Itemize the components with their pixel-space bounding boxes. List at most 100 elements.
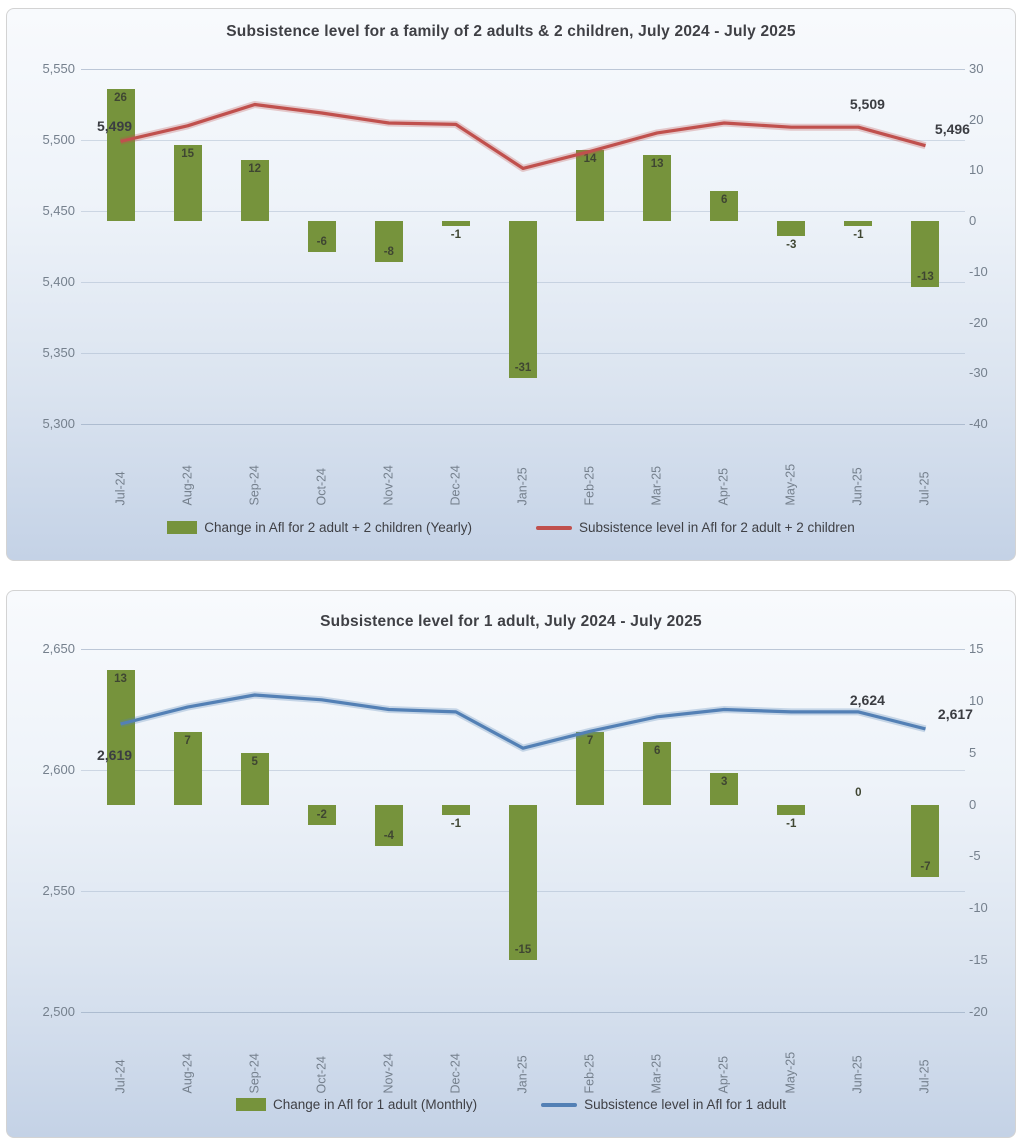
right-axis-tick: -5 <box>969 848 981 864</box>
legend-label: Subsistence level in Afl for 2 adult + 2… <box>579 520 855 535</box>
line-point-label: 2,619 <box>97 747 133 764</box>
bar-value-label: -6 <box>316 235 327 248</box>
bar-Jan-25 <box>509 221 537 379</box>
right-axis-tick: -15 <box>969 952 988 968</box>
bar-Apr-25 <box>710 190 739 222</box>
bar-Jul-25 <box>911 221 940 288</box>
chart-panel-family: Subsistence level for a family of 2 adul… <box>6 8 1016 561</box>
bar-Sep-24 <box>240 752 269 805</box>
x-axis-label: Jan-25 <box>515 467 530 506</box>
right-axis-tick: 10 <box>969 162 984 178</box>
bar-value-label: 6 <box>653 745 661 758</box>
left-axis-tick: 5,350 <box>42 345 75 360</box>
x-axis-label: Jul-24 <box>113 1059 128 1094</box>
bar-value-label: 13 <box>114 672 127 685</box>
legend-label: Change in Afl for 1 adult (Monthly) <box>273 1097 478 1112</box>
bar-value-label: 15 <box>181 148 194 161</box>
right-axis-tick: -40 <box>969 416 988 431</box>
bar-value-label: 0 <box>855 786 862 799</box>
chart-panel-single-adult: Subsistence level for 1 adult, July 2024… <box>6 590 1016 1138</box>
bar-Jul-24 <box>106 669 135 805</box>
bar-Oct-24 <box>307 221 336 252</box>
bar-Jun-25 <box>844 221 873 227</box>
legend-bar-swatch <box>236 1098 266 1111</box>
right-axis-tick: 5 <box>969 744 977 760</box>
x-axis-label: Aug-24 <box>180 465 195 506</box>
bar-Nov-24 <box>374 221 403 262</box>
gridline <box>81 211 965 212</box>
bar-May-25 <box>777 804 806 815</box>
bar-Jul-25 <box>911 804 940 878</box>
bar-value-label: -15 <box>514 944 532 957</box>
bar-Nov-24 <box>374 804 403 847</box>
right-axis-tick: 10 <box>969 692 984 708</box>
gridline <box>81 770 965 771</box>
line-point-label: 2,624 <box>849 691 885 708</box>
x-axis-label: Mar-25 <box>649 1053 664 1094</box>
right-axis-tick: 0 <box>969 213 977 229</box>
x-axis-label: Feb-25 <box>582 465 597 506</box>
bar-Jan-25 <box>509 804 537 961</box>
x-axis-label: Jun-25 <box>850 467 865 506</box>
gridline <box>81 649 965 650</box>
line-point-label: 5,499 <box>97 118 133 135</box>
legend-item: Change in Afl for 2 adult + 2 children (… <box>167 520 472 535</box>
right-axis-tick: -10 <box>969 263 988 279</box>
bar-value-label: -8 <box>383 245 394 258</box>
bar-value-label: -1 <box>853 229 864 242</box>
x-axis-label: Sep-24 <box>247 1053 262 1094</box>
legend-line-swatch <box>541 1102 578 1107</box>
left-axis-tick: 2,550 <box>42 883 75 898</box>
legend-line-swatch <box>536 525 572 530</box>
bar-Apr-25 <box>710 773 739 805</box>
x-axis-label: Apr-25 <box>716 1055 731 1094</box>
legend: Change in Afl for 1 adult (Monthly) Subsi… <box>7 1097 1015 1112</box>
bar-value-label: 3 <box>721 776 728 789</box>
x-axis-label: Oct-24 <box>314 1055 329 1094</box>
bar-value-label: 7 <box>586 734 594 747</box>
bar-value-label: 7 <box>184 734 191 747</box>
chart-title: Subsistence level for 1 adult, July 2024… <box>320 613 702 630</box>
x-axis-label: Aug-24 <box>180 1053 195 1094</box>
left-axis-tick: 2,600 <box>42 762 75 777</box>
right-axis-tick: 20 <box>969 111 984 127</box>
left-axis-tick: 5,550 <box>42 61 75 76</box>
left-axis-tick: 5,500 <box>42 132 75 147</box>
legend-item: Subsistence level in Afl for 1 adult <box>541 1097 786 1112</box>
bar-value-label: -4 <box>383 830 394 843</box>
x-axis-label: Sep-24 <box>247 465 262 506</box>
gridline <box>81 69 965 70</box>
left-axis-tick: 5,400 <box>42 274 75 289</box>
x-axis-label: Oct-24 <box>314 467 329 506</box>
legend-item: Change in Afl for 1 adult (Monthly) <box>236 1097 477 1112</box>
chart-title: Subsistence level for a family of 2 adul… <box>226 23 796 40</box>
left-axis-tick: 5,300 <box>42 416 75 431</box>
x-axis-label: Jul-24 <box>113 471 128 506</box>
bar-value-label: 6 <box>721 193 728 206</box>
x-axis-label: Dec-24 <box>448 1053 463 1094</box>
bar-value-label: 13 <box>650 158 664 171</box>
x-axis-label: Apr-25 <box>716 467 731 506</box>
bar-Mar-25 <box>643 742 672 805</box>
bar-value-label: 5 <box>251 755 258 768</box>
gridline <box>81 424 965 425</box>
bar-value-label: -3 <box>786 239 797 252</box>
bar-value-label: -1 <box>786 817 797 830</box>
x-axis-label: Jan-25 <box>515 1055 530 1094</box>
bar-Oct-24 <box>307 804 336 826</box>
bar-Jul-24 <box>106 89 135 222</box>
bar-Sep-24 <box>240 160 269 222</box>
x-axis-label: May-25 <box>783 463 798 506</box>
x-axis-label: Jul-25 <box>917 1059 932 1094</box>
left-axis-tick: 5,450 <box>42 203 75 218</box>
bar-value-label: -1 <box>450 817 462 830</box>
left-axis-tick: 2,500 <box>42 1004 75 1019</box>
right-axis-tick: -20 <box>969 1004 988 1019</box>
gridline <box>81 140 965 141</box>
bar-value-label: -13 <box>917 271 934 284</box>
bar-value-label: -31 <box>514 362 532 375</box>
bar-Dec-24 <box>441 804 470 815</box>
x-axis-label: Nov-24 <box>381 1053 396 1094</box>
legend-label: Subsistence level in Afl for 1 adult <box>584 1097 786 1112</box>
